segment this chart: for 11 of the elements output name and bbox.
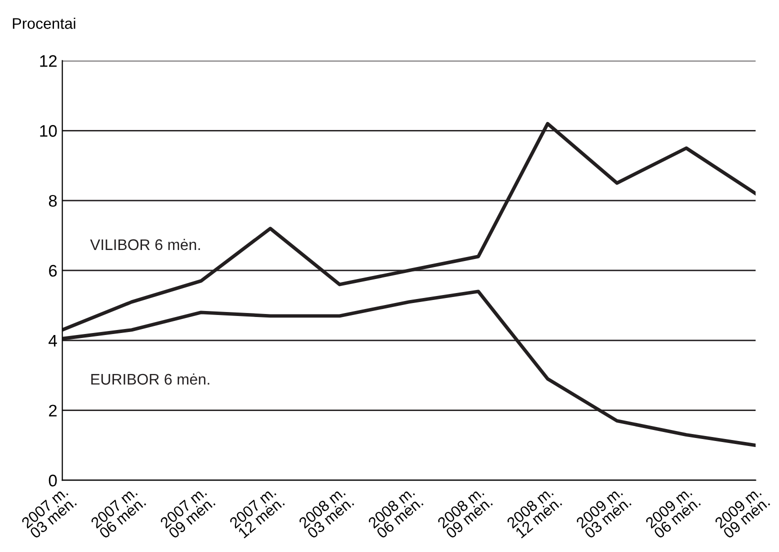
line-series [62,122,756,332]
y-tick-label: 10 [40,125,57,137]
y-tick-label: 12 [40,55,57,67]
series-label: VILIBOR 6 mėn. [90,238,200,250]
text: EURIBOR 6 mėn. [91,373,210,385]
y-tick-label: 8 [48,194,57,207]
y-axis-title: Procentai [12,18,76,29]
y-tick-label: 6 [49,264,57,277]
y-tick-label: 0 [48,474,57,486]
y-tick-label: 4 [48,334,57,346]
y-tick-label: 2 [49,404,57,416]
